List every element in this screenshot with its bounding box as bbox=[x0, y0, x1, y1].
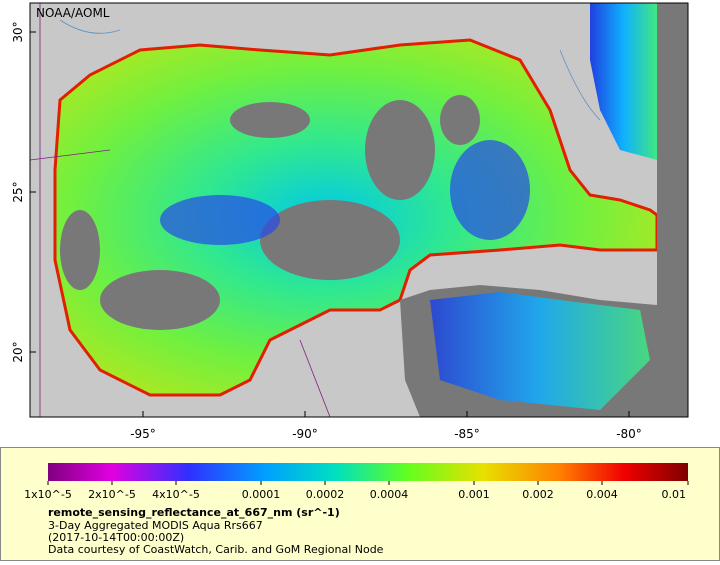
no-data-strip bbox=[657, 3, 688, 417]
lat-tick-label: 20° bbox=[11, 341, 25, 362]
colorbar-label: 0.01 bbox=[662, 488, 687, 501]
colorbar-label: 0.0002 bbox=[306, 488, 345, 501]
low-reflectance bbox=[160, 140, 530, 245]
colorbar-label: 0.0004 bbox=[370, 488, 409, 501]
colorbar-label: 0.002 bbox=[522, 488, 554, 501]
lat-tick-label: 30° bbox=[11, 21, 25, 42]
legend-time: (2017-10-14T00:00:00Z) bbox=[48, 531, 184, 544]
map-frame bbox=[29, 2, 689, 418]
colorbar-label: 2x10^-5 bbox=[88, 488, 136, 501]
rivers bbox=[59, 19, 601, 121]
borders bbox=[30, 3, 331, 417]
lon-tick-label: -90° bbox=[292, 427, 318, 441]
colorbar-label: 1x10^-5 bbox=[24, 488, 72, 501]
caribbean-data bbox=[430, 292, 650, 410]
legend-description: 3-Day Aggregated MODIS Aqua Rrs667 bbox=[48, 519, 263, 532]
cloud-gaps bbox=[60, 95, 480, 330]
colorbar-label: 0.0001 bbox=[242, 488, 281, 501]
map: NOAA/AOML bbox=[30, 3, 688, 417]
credit: NOAA/AOML bbox=[36, 6, 110, 20]
legend-variable: remote_sensing_reflectance_at_667_nm (sr… bbox=[48, 506, 340, 519]
colorbar-label: 4x10^-5 bbox=[152, 488, 200, 501]
lat-tick-label: 25° bbox=[11, 181, 25, 202]
colorbar-label: 0.001 bbox=[458, 488, 490, 501]
legend-source: Data courtesy of CoastWatch, Carib. and … bbox=[48, 543, 384, 556]
lon-tick-label: -80° bbox=[616, 427, 642, 441]
lon-tick-label: -85° bbox=[454, 427, 480, 441]
colorbar-label: 0.004 bbox=[586, 488, 618, 501]
atlantic-data bbox=[590, 3, 657, 160]
colorbar bbox=[48, 463, 688, 481]
lon-tick-label: -95° bbox=[130, 427, 156, 441]
